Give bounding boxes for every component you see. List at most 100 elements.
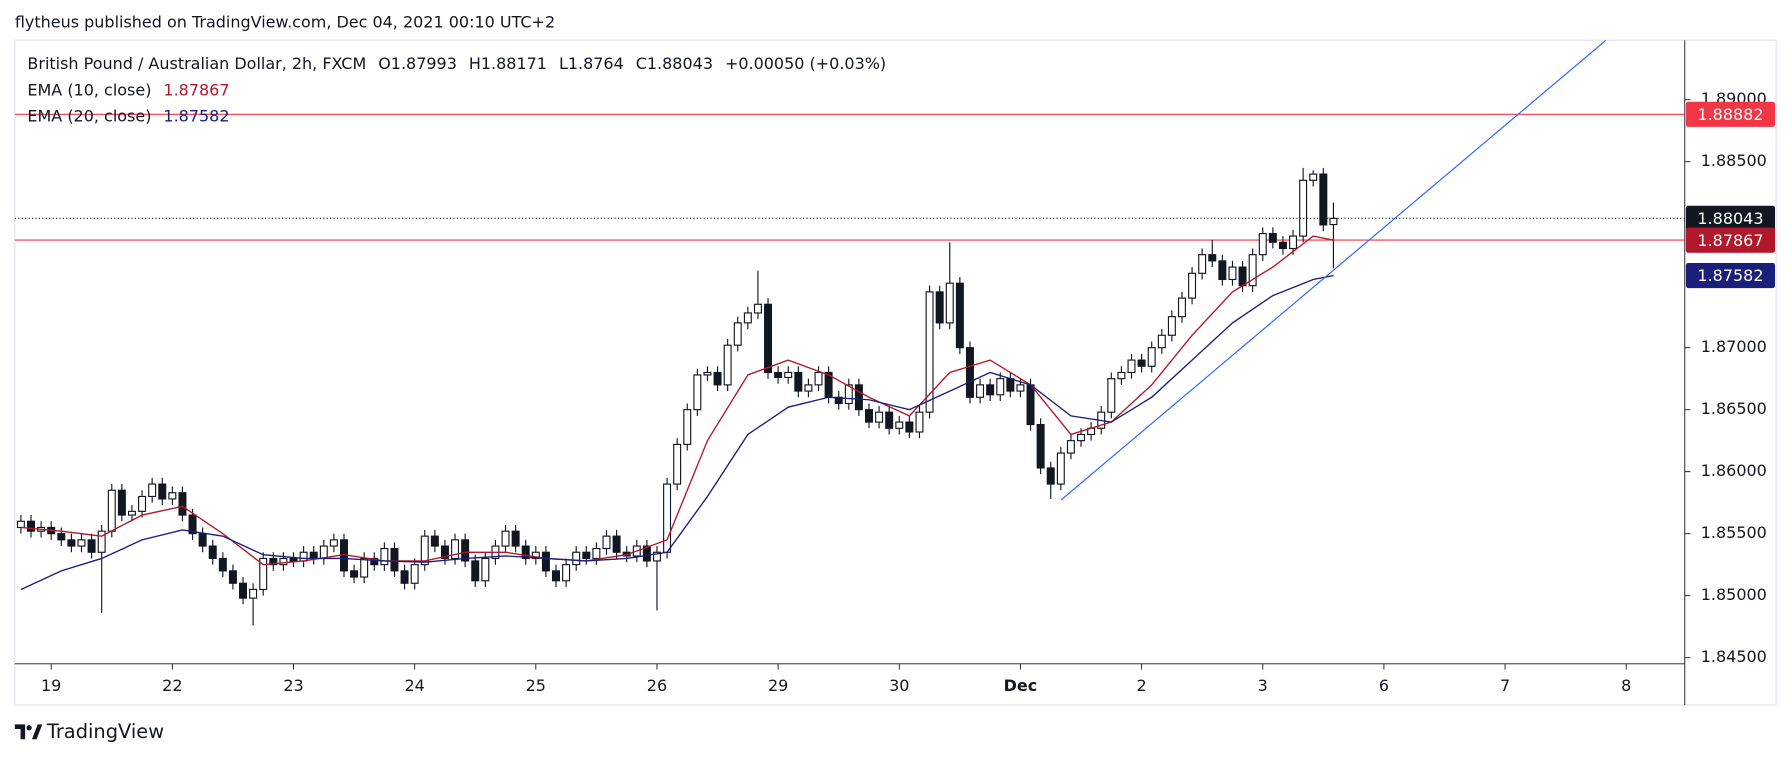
candle-body [652,551,661,562]
ohlc-label: H [469,54,481,73]
ema-line [20,274,1334,591]
candle-body [1309,173,1318,181]
candle-body [733,322,742,346]
candle-body [713,371,722,386]
candle-body [16,520,25,529]
candle-body [188,514,197,535]
candle-body [955,282,964,349]
axes: 1.890001.885001.870001.865001.860001.855… [41,89,1776,695]
candle-body [875,411,884,423]
candle-body [965,347,974,398]
x-tick-label: 8 [1621,676,1631,695]
candle-body [794,371,803,392]
legend-entry: EMA (20, close) 1.87582 [27,106,229,125]
candle-body [218,557,227,572]
legend-name: EMA (20, close) [27,106,151,125]
candle-body [148,483,157,498]
candle-body [158,483,167,500]
candle-body [400,570,409,584]
y-tick-label: 1.88500 [1701,151,1767,170]
x-tick-label: 3 [1258,676,1268,695]
candle-body [1228,266,1237,281]
candle-body [239,582,248,599]
candle-body [299,551,308,562]
candle-body [1137,359,1146,367]
x-tick-label: 30 [889,676,909,695]
candle-body [743,312,752,324]
candle-body [1036,423,1045,469]
candle-body [774,371,783,379]
y-tick-label: 1.85000 [1701,585,1767,604]
publish-info: flytheus published on TradingView.com, D… [15,13,555,32]
candle-body [552,570,561,582]
candle-body [1258,233,1267,256]
candle-body [1107,378,1116,413]
candle-body [269,557,278,566]
candle-body [642,545,651,562]
price-badge-label: 1.87867 [1697,231,1763,250]
candle-body [370,557,379,566]
candle-body [612,535,621,553]
candle-body [521,545,530,560]
x-tick-label: 26 [647,676,667,695]
brand: TradingView [46,720,164,743]
x-tick-label: Dec [1004,676,1038,695]
candle-body [1026,384,1035,426]
candle-body [562,564,571,582]
legend-name: EMA (10, close) [27,80,151,99]
candle-body [107,489,116,532]
candle-body [117,489,126,516]
x-tick-label: 23 [283,676,303,695]
candle-body [1157,334,1166,349]
candle-body [602,535,611,550]
candle-body [1077,433,1086,442]
candle-body [178,492,187,516]
candle-body [451,539,460,560]
candle-body [1238,266,1247,287]
ohlc-label: C [636,54,647,73]
candle-body [945,282,954,324]
ohlc-value: 1.88043 [647,54,713,73]
ohlc-label: L [559,54,568,73]
candle-body [1329,217,1338,226]
candle-body [279,557,288,566]
candle-body [501,530,510,547]
candle-body [138,495,147,512]
symbol-legend: British Pound / Australian Dollar, 2h, F… [27,54,886,73]
price-badge-label: 1.88882 [1697,105,1763,124]
candle-body [1289,235,1298,250]
candle-body [77,539,86,547]
symbol: British Pound / Australian Dollar, 2h, F… [27,54,366,73]
candle-body [1127,359,1136,374]
ohlc-value: 1.8764 [568,54,624,73]
candle-body [168,492,177,500]
candle-body [976,384,985,398]
candle-body [1278,241,1287,250]
candle-body [784,371,793,379]
y-tick-label: 1.85500 [1701,523,1767,542]
candle-body [1198,254,1207,274]
candle-body [1208,254,1217,262]
candle-body [723,344,732,386]
candle-body [1147,347,1156,367]
candle-body [592,547,601,560]
candle-body [1248,254,1257,287]
candle-body [309,551,318,560]
price-badge [1685,205,1776,231]
candle-body [854,384,863,411]
candle-body [915,411,924,433]
candle-body [127,510,136,516]
candle-body [864,409,873,423]
candle-body [1167,316,1176,336]
candle-body [198,533,207,547]
legend-entry: EMA (10, close) 1.87867 [27,80,229,99]
candle-body [1046,467,1055,485]
candle-body [764,303,773,374]
candle-body [471,560,480,582]
candle-body [289,557,298,562]
candle-body [87,539,96,553]
legend-value: 1.87582 [163,106,229,125]
candle-body [410,564,419,584]
